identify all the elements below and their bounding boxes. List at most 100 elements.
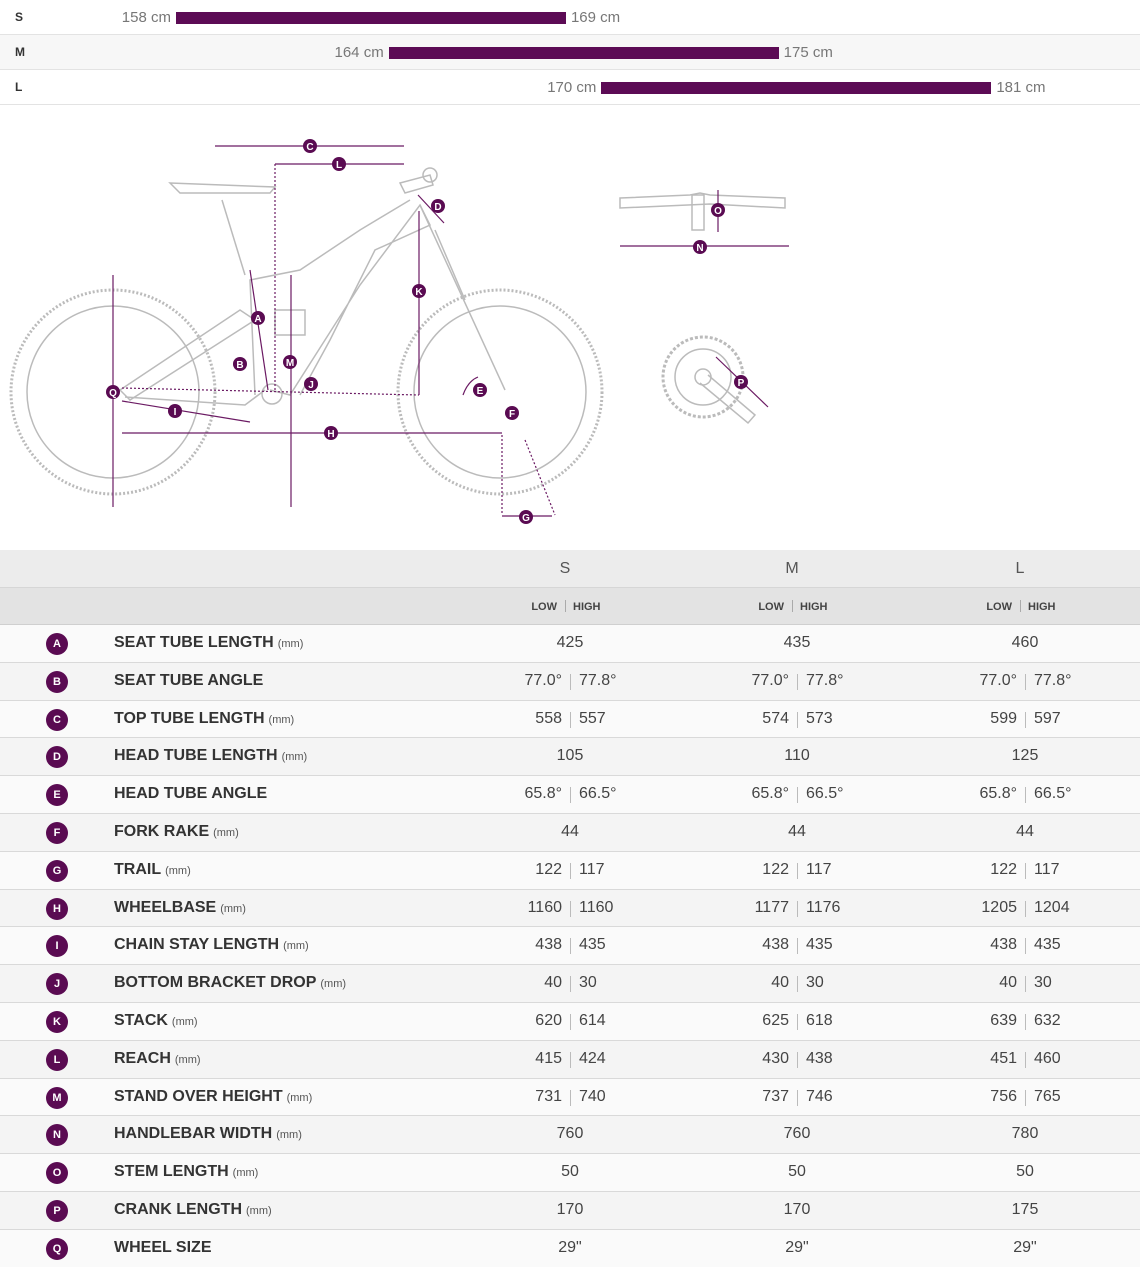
- row-value-low: 77.0°: [979, 671, 1017, 689]
- table-row: [0, 1192, 1140, 1230]
- diagram-marker: [233, 357, 247, 371]
- row-value-low: 1205: [981, 898, 1017, 916]
- table-header: [0, 550, 1140, 588]
- row-value-high: 614: [579, 1012, 606, 1029]
- row-unit: (mm): [268, 713, 295, 726]
- size-header: M: [785, 560, 799, 577]
- diagram-marker-letter: H: [327, 429, 334, 440]
- row-value-high: 117: [806, 860, 832, 878]
- diagram-marker-letter: L: [336, 160, 342, 171]
- size-header: L: [1015, 560, 1025, 577]
- row-value: 460: [1011, 634, 1039, 651]
- row-unit: (mm): [277, 638, 304, 650]
- separator: [797, 1014, 798, 1030]
- row-unit: (mm): [276, 1129, 302, 1142]
- row-value-high: 66.5°: [579, 785, 617, 803]
- row-value: 110: [784, 747, 810, 765]
- row-value-low: 415: [535, 1049, 562, 1067]
- separator: [570, 787, 571, 804]
- separator: [570, 900, 571, 917]
- row-name: STEM LENGTH (mm): [114, 1163, 259, 1181]
- separator: [797, 787, 798, 804]
- row-letter: G: [46, 859, 68, 882]
- size-label: S: [15, 10, 24, 24]
- row-value-low: 122: [990, 860, 1017, 878]
- row-name: TOP TUBE LENGTH (mm): [114, 709, 295, 727]
- diagram-marker-letter: N: [696, 243, 703, 254]
- row-value: 29": [558, 1238, 582, 1256]
- diagram-marker: [168, 404, 182, 418]
- size-header: S: [559, 560, 571, 577]
- dimension-lines: [112, 145, 789, 517]
- row-value: 125: [1011, 747, 1039, 765]
- row-value: 780: [1011, 1125, 1039, 1143]
- row-letter: M: [46, 1086, 68, 1109]
- row-name: STACK (mm): [114, 1012, 198, 1029]
- row-letter: F: [46, 822, 68, 844]
- diagram-marker: [519, 510, 533, 524]
- separator: [797, 1089, 798, 1106]
- low-header: LOW: [986, 601, 1012, 613]
- row-value: 425: [556, 634, 584, 651]
- row-value-low: 65.8°: [524, 785, 562, 803]
- row-value: 435: [783, 634, 811, 651]
- min-height-label: 164 cm: [334, 44, 384, 61]
- diagram-marker: [106, 385, 120, 399]
- row-value-high: 435: [579, 936, 606, 954]
- bike-drawing: [9, 167, 786, 496]
- row-unit: (mm): [283, 940, 309, 953]
- separator: [570, 976, 571, 993]
- row-value-low: 1177: [754, 898, 789, 916]
- row-name: CRANK LENGTH (mm): [114, 1201, 272, 1218]
- separator: [1025, 900, 1026, 917]
- diagram-marker: [734, 375, 748, 389]
- diagram-marker-letter: F: [509, 409, 515, 420]
- separator: [797, 900, 798, 917]
- high-header: HIGH: [1028, 601, 1056, 613]
- row-value-low: 77.0°: [751, 671, 789, 689]
- separator: [797, 711, 798, 728]
- row-value-high: 618: [806, 1012, 833, 1029]
- row-value-high: 765: [1034, 1087, 1061, 1105]
- diagram-marker: [412, 284, 426, 298]
- diagram-marker-letter: E: [477, 386, 484, 397]
- row-value-low: 65.8°: [979, 785, 1017, 803]
- row-letter: D: [46, 746, 68, 769]
- row-value-low: 40: [771, 974, 789, 992]
- row-letter: J: [46, 973, 68, 996]
- table-row: [0, 1116, 1140, 1155]
- row-letter: O: [46, 1162, 68, 1185]
- row-value-low: 625: [762, 1012, 789, 1029]
- row-unit: (mm): [165, 864, 191, 877]
- size-label: M: [15, 45, 25, 59]
- separator: [1025, 862, 1026, 879]
- row-value-high: 573: [806, 709, 833, 727]
- row-value-low: 438: [535, 936, 562, 954]
- separator: [1025, 711, 1026, 728]
- separator: [1025, 1014, 1026, 1030]
- separator: [570, 862, 571, 879]
- row-unit: (mm): [286, 1091, 313, 1104]
- row-name: TRAIL (mm): [114, 860, 191, 878]
- row-letter: K: [46, 1011, 68, 1033]
- row-value-low: 639: [990, 1012, 1017, 1029]
- diagram-marker: [431, 199, 445, 213]
- row-value-high: 557: [579, 709, 606, 727]
- separator: [1025, 787, 1026, 804]
- separator: [1025, 1089, 1026, 1106]
- row-value-low: 1160: [527, 898, 562, 916]
- row-value-high: 740: [579, 1087, 606, 1105]
- separator: [797, 673, 798, 690]
- row-value: 760: [783, 1125, 811, 1143]
- row-value-high: 597: [1034, 709, 1061, 727]
- separator: [1020, 600, 1021, 612]
- row-value-low: 40: [999, 974, 1017, 992]
- row-value-high: 1176: [806, 898, 841, 916]
- max-height-label: 175 cm: [783, 44, 833, 61]
- row-value-high: 1160: [579, 898, 614, 916]
- diagram-marker: [283, 355, 297, 369]
- row-value-high: 632: [1034, 1012, 1061, 1029]
- separator: [1025, 673, 1026, 690]
- row-value-high: 30: [579, 974, 597, 992]
